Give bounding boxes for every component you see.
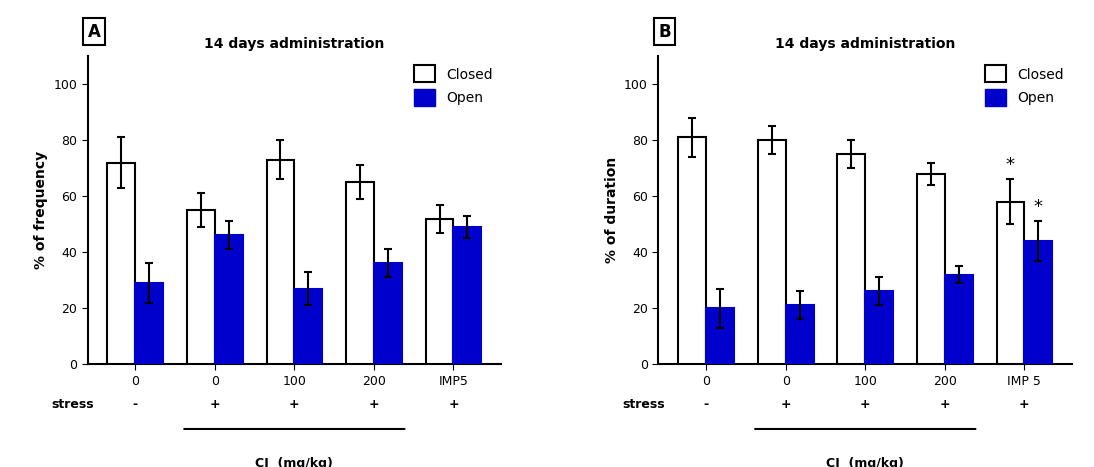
Text: +: + — [289, 398, 300, 411]
Bar — [706, 308, 734, 364]
Bar — [214, 235, 243, 364]
Bar — [426, 219, 454, 364]
Text: A: A — [88, 22, 101, 41]
Text: +: + — [209, 398, 220, 411]
Y-axis label: % of frequency: % of frequency — [34, 151, 48, 269]
Text: +: + — [940, 398, 951, 411]
Text: *: * — [1034, 198, 1043, 216]
Bar — [1024, 241, 1052, 364]
Text: +: + — [449, 398, 458, 411]
Bar — [136, 283, 163, 364]
Bar — [187, 210, 214, 364]
Bar — [997, 202, 1024, 364]
Bar — [454, 227, 481, 364]
Bar — [865, 291, 893, 364]
Title: 14 days administration: 14 days administration — [775, 37, 955, 51]
Text: stress: stress — [51, 398, 94, 411]
Text: +: + — [780, 398, 791, 411]
Legend: Closed, Open: Closed, Open — [409, 60, 499, 112]
Text: B: B — [659, 22, 671, 41]
Text: CJ  (mg/kg): CJ (mg/kg) — [255, 457, 334, 467]
Bar — [758, 140, 785, 364]
Text: -: - — [703, 398, 709, 411]
Bar — [294, 289, 323, 364]
Bar — [678, 137, 706, 364]
Title: 14 days administration: 14 days administration — [205, 37, 385, 51]
Bar — [107, 163, 136, 364]
Bar — [346, 182, 374, 364]
Text: *: * — [1006, 156, 1015, 174]
Text: +: + — [1020, 398, 1029, 411]
Text: stress: stress — [622, 398, 665, 411]
Y-axis label: % of duration: % of duration — [605, 157, 618, 263]
Bar — [945, 275, 973, 364]
Legend: Closed, Open: Closed, Open — [979, 60, 1069, 112]
Text: +: + — [860, 398, 871, 411]
Bar — [267, 160, 294, 364]
Text: +: + — [369, 398, 380, 411]
Bar — [785, 305, 814, 364]
Bar — [837, 154, 865, 364]
Bar — [374, 263, 401, 364]
Text: -: - — [132, 398, 138, 411]
Bar — [917, 174, 945, 364]
Text: CJ  (mg/kg): CJ (mg/kg) — [826, 457, 905, 467]
